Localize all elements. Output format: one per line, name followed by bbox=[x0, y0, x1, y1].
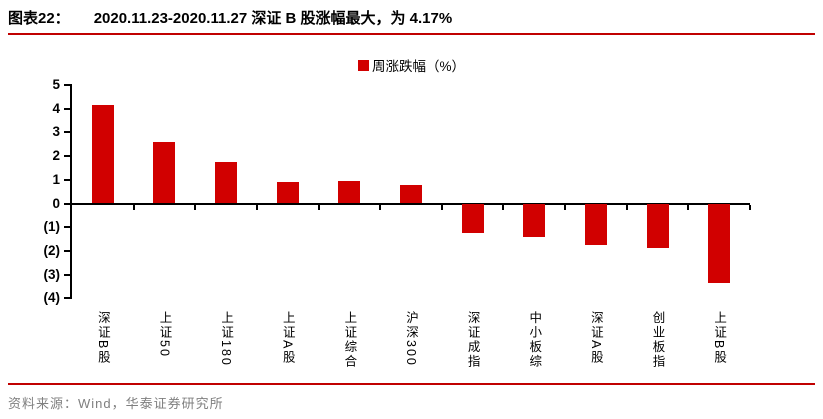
x-category-label: 深证A股 bbox=[588, 311, 603, 365]
legend-label: 周涨跌幅（%） bbox=[371, 59, 465, 74]
x-axis-tick bbox=[317, 204, 320, 210]
y-tick-label: (4) bbox=[43, 290, 61, 306]
y-axis-tick bbox=[64, 107, 70, 110]
x-category-label: 深证成指 bbox=[465, 311, 480, 369]
figure-label: 图表22： bbox=[8, 10, 70, 27]
figure-header: 图表22： 2020.11.23-2020.11.27 深证 B 股涨幅最大，为… bbox=[8, 7, 815, 28]
x-category-label: 深证B股 bbox=[95, 311, 110, 365]
y-axis-tick bbox=[64, 83, 70, 86]
x-axis-tick bbox=[132, 204, 135, 210]
x-category-label: 上证A股 bbox=[280, 311, 295, 365]
x-category-label: 上证180 bbox=[219, 311, 234, 367]
bar bbox=[584, 203, 607, 245]
x-axis-tick bbox=[749, 204, 751, 210]
x-category-label: 沪深300 bbox=[404, 311, 418, 367]
x-axis-line bbox=[70, 202, 750, 205]
y-axis-tick bbox=[64, 178, 70, 181]
bar bbox=[461, 203, 484, 234]
x-axis-tick bbox=[379, 204, 382, 210]
x-axis-tick bbox=[194, 204, 197, 210]
bar bbox=[708, 203, 731, 284]
figure-title: 2020.11.23-2020.11.27 深证 B 股涨幅最大，为 4.17% bbox=[93, 10, 453, 27]
x-axis-tick bbox=[502, 204, 505, 210]
y-tick-label: 3 bbox=[52, 124, 60, 140]
bar bbox=[523, 203, 546, 237]
y-axis-tick bbox=[64, 249, 70, 252]
x-category-label: 上证50 bbox=[157, 311, 172, 358]
bar bbox=[400, 185, 422, 204]
x-category-label: 中小板综 bbox=[527, 311, 542, 369]
x-axis-tick bbox=[687, 204, 690, 210]
bar bbox=[215, 162, 238, 204]
x-axis-tick bbox=[625, 204, 628, 210]
x-axis-tick bbox=[255, 204, 258, 210]
y-tick-label: 0 bbox=[52, 195, 60, 211]
y-axis-tick bbox=[64, 202, 70, 205]
bar bbox=[646, 203, 669, 249]
x-category-label: 上证B股 bbox=[712, 311, 727, 365]
y-axis-tick bbox=[64, 131, 70, 134]
bar bbox=[153, 142, 176, 204]
source-rule bbox=[8, 383, 815, 385]
y-tick-label: (2) bbox=[43, 242, 61, 258]
bar bbox=[91, 104, 114, 204]
title-rule bbox=[8, 33, 815, 35]
legend-swatch-icon bbox=[357, 59, 369, 71]
bar bbox=[276, 181, 299, 204]
y-tick-label: (3) bbox=[43, 266, 61, 282]
y-axis-line bbox=[70, 84, 72, 299]
y-tick-label: 5 bbox=[52, 76, 60, 92]
x-axis-tick bbox=[440, 204, 443, 210]
bar bbox=[338, 181, 361, 204]
x-category-label: 上证综合 bbox=[342, 311, 357, 369]
y-axis-tick bbox=[64, 155, 70, 158]
y-tick-label: (1) bbox=[43, 219, 61, 235]
x-category-label: 创业板指 bbox=[650, 311, 665, 369]
y-axis-tick bbox=[64, 273, 70, 276]
source-text: 资料来源：Wind，华泰证券研究所 bbox=[8, 396, 224, 411]
y-tick-label: 1 bbox=[52, 171, 60, 187]
y-tick-label: 2 bbox=[52, 148, 60, 164]
y-axis-tick bbox=[64, 226, 70, 229]
y-tick-label: 4 bbox=[52, 100, 60, 116]
chart-legend: 周涨跌幅（%） bbox=[0, 55, 823, 75]
x-axis-tick bbox=[564, 204, 567, 210]
y-axis-tick bbox=[64, 297, 70, 300]
